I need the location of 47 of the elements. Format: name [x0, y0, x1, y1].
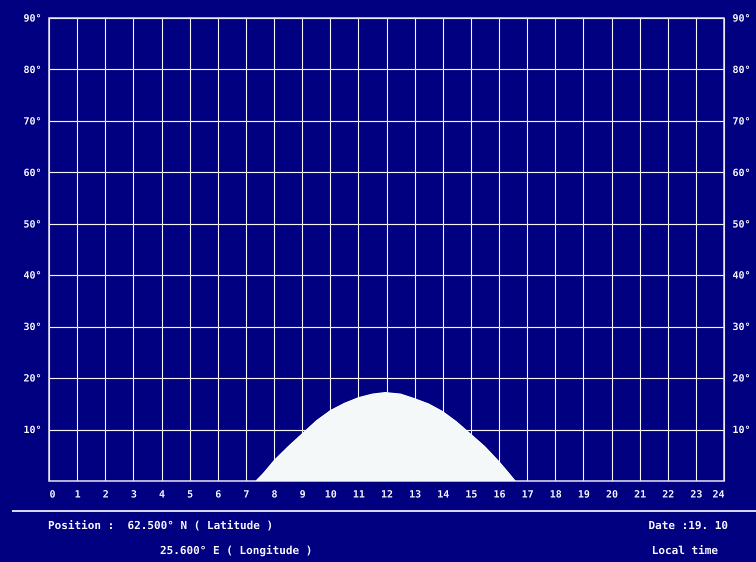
x-tick-label: 18: [550, 490, 562, 500]
y-tick-label: 30°: [23, 322, 42, 334]
y-tick-label: 80°: [23, 64, 42, 76]
y2-tick-label: 90°: [732, 14, 751, 24]
y2-tick-label: 50°: [732, 219, 751, 230]
x-tick-label: 4: [158, 490, 166, 500]
y-tick-label: 90°: [23, 14, 42, 24]
x-tick-label: 17: [522, 490, 534, 500]
x-tick-label: 10: [324, 490, 337, 500]
y2-tick-label: 20°: [732, 374, 751, 385]
y2-tick-label: 60°: [732, 168, 751, 179]
y-tick-label: 60°: [23, 168, 42, 179]
y-tick-label: 50°: [23, 219, 42, 230]
x-tick-label: 9: [300, 490, 306, 500]
y2-tick-label: 40°: [732, 270, 751, 282]
x-tick-label: 16: [493, 490, 506, 500]
text: Position : 62.500° N ( Latitude ): [48, 519, 274, 532]
x-tick-label: 2: [102, 490, 109, 500]
x-tick-label: 14: [437, 490, 450, 500]
text: Local time: [652, 544, 718, 557]
x-tick-label: 23: [690, 490, 702, 500]
y2-tick-label: 80°: [732, 64, 751, 76]
y2-tick-label: 70°: [732, 116, 751, 128]
x-tick-label: 24: [712, 490, 724, 500]
x-tick-label: 11: [352, 490, 365, 500]
x-tick-label: 12: [380, 490, 394, 500]
x-tick-label: 5: [187, 490, 194, 500]
text: Date :19. 10: [648, 519, 728, 532]
x-tick-label: 6: [215, 490, 222, 500]
y-tick-label: 40°: [23, 270, 42, 282]
x-tick-label: 22: [662, 490, 674, 500]
x-tick-label: 1: [74, 490, 81, 500]
x-tick-label: 20: [606, 490, 618, 500]
x-tick-label: 0: [50, 490, 56, 500]
x-tick-label: 8: [271, 490, 278, 500]
x-tick-label: 15: [465, 490, 478, 500]
y-tick-label: 70°: [23, 116, 42, 128]
y-tick-label: 20°: [23, 374, 42, 385]
x-tick-label: 13: [409, 490, 422, 500]
x-tick-label: 3: [130, 490, 137, 500]
y-tick-label: 10°: [23, 425, 42, 436]
text: 25.600° E ( Longitude ): [160, 544, 312, 557]
y2-tick-label: 30°: [732, 322, 751, 334]
x-tick-label: 19: [578, 490, 590, 500]
y2-tick-label: 10°: [732, 425, 751, 436]
x-tick-label: 7: [243, 490, 250, 500]
x-tick-label: 21: [634, 490, 646, 500]
